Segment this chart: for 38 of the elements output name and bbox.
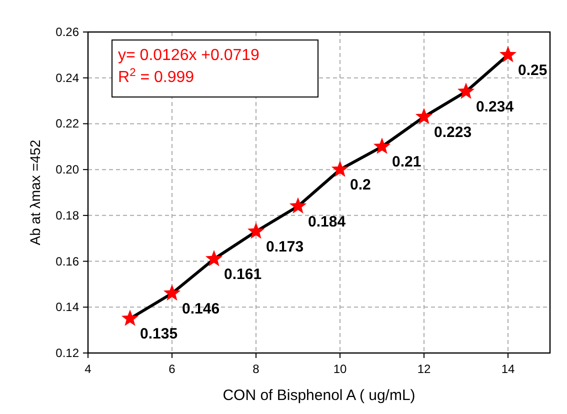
annotation: y= 0.0126x +0.0719 <box>118 47 260 64</box>
point <box>163 284 181 301</box>
point <box>247 222 265 239</box>
y-tick-label: 0.18 <box>56 208 80 222</box>
point <box>373 138 391 154</box>
x-tick-label: 8 <box>252 362 260 376</box>
point <box>457 82 475 99</box>
annotation: R$^{2}$ = 0.999 <box>118 67 194 86</box>
y-tick-label: 0.24 <box>56 70 80 85</box>
point <box>415 108 433 124</box>
point <box>331 160 349 177</box>
x-tick-label: 14 <box>501 362 515 376</box>
point <box>121 310 139 326</box>
y-tick-label: 0.12 <box>56 346 80 360</box>
point <box>499 46 517 62</box>
x-tick-label: 6 <box>168 362 176 376</box>
y-tick-label: 0.26 <box>56 25 80 39</box>
data-label: 0.161 <box>224 266 262 283</box>
data-label: 0.234 <box>476 98 514 116</box>
y-tick-label: 0.14 <box>56 300 80 314</box>
x-tick-label: 10 <box>333 362 347 376</box>
x-tick-label: 12 <box>417 362 431 376</box>
y-tick-label: 0.22 <box>56 116 80 131</box>
y-tick-label: 0.20 <box>56 162 80 177</box>
x-axis-title: CON of Bisphenol A ( ug/mL) <box>222 387 416 404</box>
data-label: 0.21 <box>392 154 422 171</box>
data-label: 0.173 <box>266 238 304 256</box>
data-label: 0.146 <box>182 300 220 318</box>
x-tick-label: 4 <box>84 362 92 376</box>
point <box>289 197 307 214</box>
data-label: 0.184 <box>308 213 346 230</box>
data-label: 0.223 <box>434 124 472 141</box>
data-label: 0.25 <box>518 62 548 79</box>
data-label: 0.135 <box>140 326 178 343</box>
y-axis-title: Ab at λmax =452 <box>27 140 43 246</box>
data-label: 0.2 <box>350 176 371 194</box>
y-tick-label: 0.16 <box>56 254 80 268</box>
point <box>205 250 223 266</box>
